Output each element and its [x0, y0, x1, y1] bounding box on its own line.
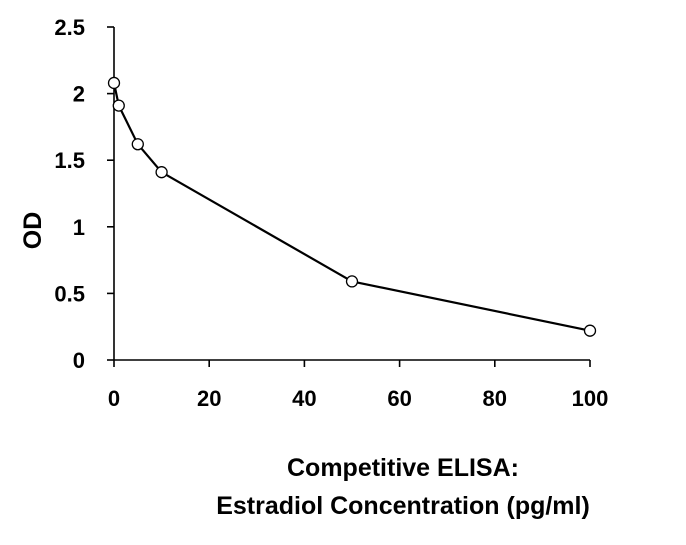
- y-tick-label: 1: [73, 215, 85, 240]
- x-tick-label: 80: [483, 386, 507, 411]
- data-point: [583, 324, 597, 337]
- x-axis-label: Estradiol Concentration (pg/ml): [216, 492, 590, 520]
- series-line: [112, 82, 591, 332]
- data-point: [131, 138, 144, 151]
- y-tick-label: 1.5: [54, 148, 85, 173]
- x-tick-label: 100: [572, 386, 609, 411]
- labels-layer: 0 0.5 1 1.5 2 2.5 0 20 40 60 80 100 OD Competitive EL…: [19, 15, 608, 520]
- x-tick-label: 40: [292, 386, 316, 411]
- data-point: [345, 275, 359, 288]
- y-tick-label: 2: [73, 82, 85, 107]
- y-tick-label: 2.5: [54, 15, 85, 40]
- series-layer: [107, 76, 597, 337]
- data-point: [155, 166, 168, 179]
- y-axis-label: OD: [19, 212, 47, 250]
- y-tick-label: 0: [73, 348, 85, 373]
- data-point: [107, 76, 121, 90]
- data-point: [112, 99, 125, 112]
- x-tick-label: 0: [108, 386, 120, 411]
- x-tick-label: 20: [197, 386, 221, 411]
- x-tick-label: 60: [387, 386, 411, 411]
- x-axis-label: Competitive ELISA:: [287, 454, 519, 482]
- y-tick-label: 0.5: [54, 281, 85, 306]
